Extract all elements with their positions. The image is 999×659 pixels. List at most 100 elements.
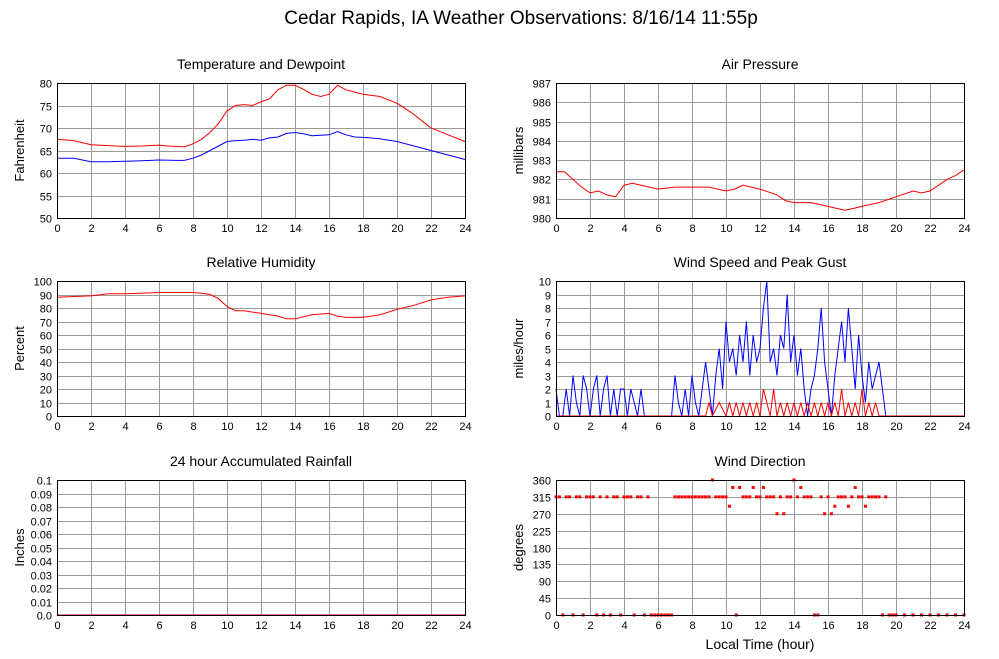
winddir-point — [857, 495, 861, 499]
winddir-x-tick-label: 12 — [754, 620, 766, 632]
winddir-point — [578, 495, 582, 499]
wind-x-tick-label: 14 — [788, 421, 800, 433]
winddir-point — [860, 495, 864, 499]
humidity-x-tick-label: 18 — [357, 421, 369, 433]
rain-x-tick-label: 0 — [54, 620, 60, 632]
rain-title: 24 hour Accumulated Rainfall — [170, 453, 352, 469]
winddir-point — [574, 495, 578, 499]
humidity-y-tick-label: 90 — [40, 291, 52, 303]
winddir-point — [680, 495, 684, 499]
winddir-point — [612, 495, 616, 499]
humidity-y-tick-label: 30 — [40, 372, 52, 384]
pressure-x-tick-label: 0 — [553, 223, 559, 235]
winddir-y-tick-label: 135 — [533, 560, 551, 572]
pressure-y-tick-label: 984 — [533, 137, 551, 149]
winddir-point — [615, 495, 619, 499]
winddir-point — [598, 495, 602, 499]
rain-y-tick-label: 0.07 — [31, 517, 52, 529]
humidity-x-tick-label: 16 — [323, 421, 335, 433]
winddir-point — [870, 495, 874, 499]
winddir-x-tick-label: 10 — [720, 620, 732, 632]
winddir-point — [591, 495, 595, 499]
humidity-y-tick-label: 70 — [40, 318, 52, 330]
winddir-point — [707, 495, 711, 499]
temp-title: Temperature and Dewpoint — [177, 56, 345, 72]
winddir-point — [799, 486, 803, 489]
winddir-y-axis-label: degrees — [511, 524, 526, 571]
winddir-plot-frame — [556, 480, 965, 616]
rain-x-tick-label: 8 — [190, 620, 196, 632]
temp-series-0-line — [56, 84, 466, 148]
winddir-point — [843, 495, 847, 499]
rain-y-tick-label: 0.06 — [31, 530, 52, 542]
rain-y-tick-label: 0.1 — [37, 476, 52, 488]
wind-title: Wind Speed and Peak Gust — [674, 254, 847, 270]
temp-y-tick-label: 50 — [40, 214, 52, 226]
winddir-y-tick-label: 180 — [533, 544, 551, 556]
temp-x-tick-label: 24 — [459, 223, 471, 235]
temp-y-tick-label: 80 — [40, 79, 52, 91]
winddir-y-tick-label: 0 — [545, 611, 551, 623]
humidity-x-tick-label: 14 — [289, 421, 301, 433]
winddir-point — [761, 486, 765, 489]
humidity-y-tick-label: 50 — [40, 345, 52, 357]
pressure-y-tick-label: 981 — [533, 195, 551, 207]
winddir-point — [721, 495, 725, 499]
winddir-point — [755, 495, 759, 499]
humidity-x-tick-label: 0 — [54, 421, 60, 433]
rain-x-tick-label: 12 — [255, 620, 267, 632]
wind-x-tick-label: 2 — [587, 421, 593, 433]
winddir-point — [636, 495, 640, 499]
wind-y-tick-label: 2 — [545, 385, 551, 397]
winddir-x-tick-label: 20 — [890, 620, 902, 632]
winddir-point — [775, 512, 779, 516]
winddir-y-tick-label: 225 — [533, 527, 551, 539]
pressure-title: Air Pressure — [721, 56, 798, 72]
winddir-point — [683, 495, 687, 499]
winddir-x-tick-label: 6 — [655, 620, 661, 632]
pressure-x-tick-label: 24 — [958, 223, 970, 235]
humidity-y-axis-label: Percent — [12, 326, 27, 371]
temp-x-tick-label: 6 — [156, 223, 162, 235]
winddir-point — [727, 504, 731, 508]
winddir-point — [833, 504, 837, 508]
rain-x-tick-label: 2 — [88, 620, 94, 632]
x-axis-label: Local Time (hour) — [706, 636, 815, 652]
rain-plot-frame — [57, 480, 466, 616]
winddir-point — [795, 495, 799, 499]
temp-x-tick-label: 0 — [54, 223, 60, 235]
pressure-y-tick-label: 983 — [533, 156, 551, 168]
winddir-point — [690, 495, 694, 499]
winddir-point — [853, 486, 857, 489]
winddir-point — [836, 495, 840, 499]
humidity-x-tick-label: 24 — [459, 421, 471, 433]
temp-x-tick-label: 2 — [88, 223, 94, 235]
temp-x-tick-label: 14 — [289, 223, 301, 235]
humidity-y-tick-label: 60 — [40, 331, 52, 343]
pressure-y-tick-label: 987 — [533, 79, 551, 91]
winddir-point — [629, 495, 633, 499]
winddir-x-tick-label: 18 — [856, 620, 868, 632]
pressure-y-tick-label: 980 — [533, 214, 551, 226]
winddir-point — [802, 495, 806, 499]
rain-x-tick-label: 22 — [425, 620, 437, 632]
wind-y-tick-label: 0 — [545, 412, 551, 424]
humidity-x-tick-label: 2 — [88, 421, 94, 433]
humidity-y-tick-label: 40 — [40, 358, 52, 370]
humidity-y-tick-label: 80 — [40, 304, 52, 316]
winddir-point — [622, 495, 626, 499]
pressure-x-tick-label: 20 — [890, 223, 902, 235]
humidity-x-tick-label: 8 — [190, 421, 196, 433]
wind-x-tick-label: 16 — [822, 421, 834, 433]
wind-y-tick-label: 9 — [545, 291, 551, 303]
winddir-y-tick-label: 45 — [539, 594, 551, 606]
wind-x-tick-label: 12 — [754, 421, 766, 433]
wind-x-tick-label: 6 — [655, 421, 661, 433]
winddir-point — [840, 495, 844, 499]
winddir-point — [846, 504, 850, 508]
pressure-y-tick-label: 986 — [533, 98, 551, 110]
wind-series-0-line — [555, 280, 964, 417]
winddir-point — [782, 512, 786, 516]
